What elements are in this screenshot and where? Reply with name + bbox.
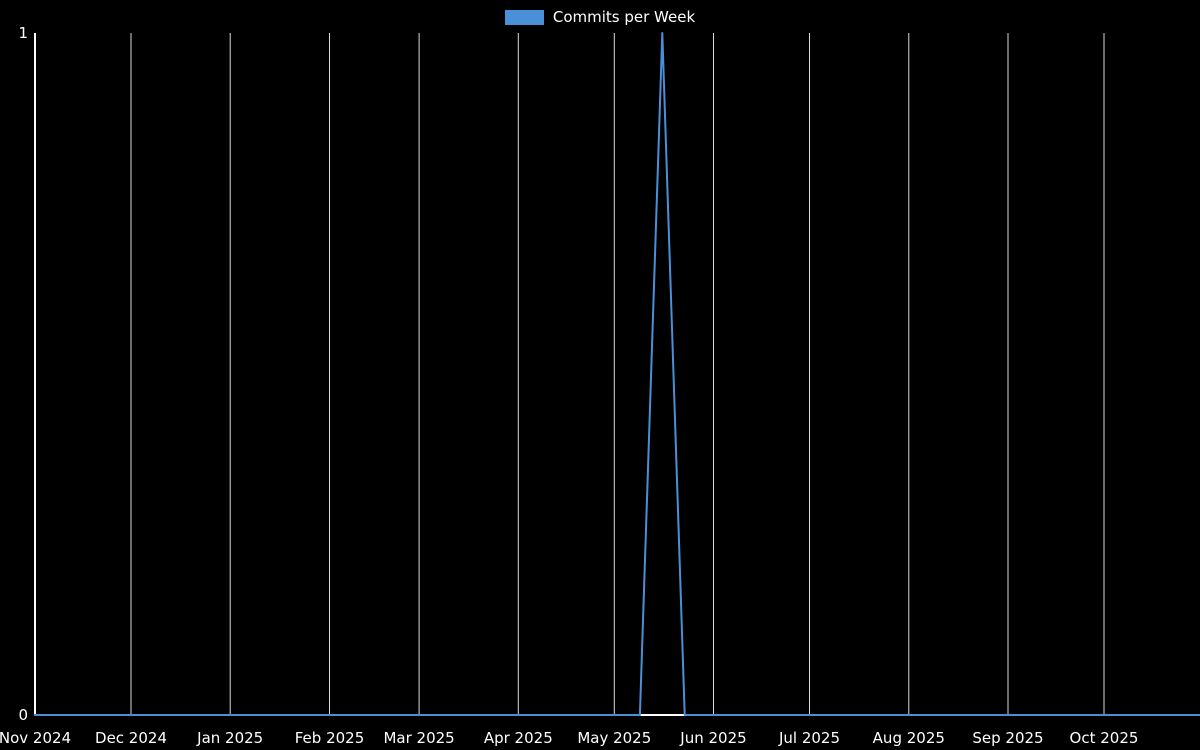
chart-legend[interactable]: Commits per Week (0, 8, 1200, 26)
x-tick-label: Aug 2025 (873, 729, 945, 747)
legend-swatch (504, 9, 544, 25)
y-tick-label: 1 (18, 24, 28, 42)
x-tick-label: Apr 2025 (484, 729, 553, 747)
x-tick-label: Nov 2024 (0, 729, 71, 747)
x-tick-label: Oct 2025 (1070, 729, 1139, 747)
y-axis-labels: 01 (18, 24, 28, 724)
legend-label: Commits per Week (552, 8, 696, 26)
x-tick-label: Sep 2025 (972, 729, 1043, 747)
x-tick-label: Mar 2025 (383, 729, 454, 747)
axes (34, 33, 1200, 716)
commits-line-series (34, 32, 1200, 716)
y-tick-label: 0 (18, 706, 28, 724)
x-tick-label: Jun 2025 (679, 729, 746, 747)
x-axis-labels: Nov 2024 Dec 2024 Jan 2025 Feb 2025 Mar 2025… (0, 729, 1138, 747)
x-tick-label: Jul 2025 (778, 729, 840, 747)
x-tick-label: May 2025 (577, 729, 651, 747)
gridlines (34, 33, 1105, 715)
x-tick-label: Jan 2025 (196, 729, 263, 747)
x-tick-label: Feb 2025 (295, 729, 365, 747)
x-tick-label: Dec 2024 (95, 729, 167, 747)
